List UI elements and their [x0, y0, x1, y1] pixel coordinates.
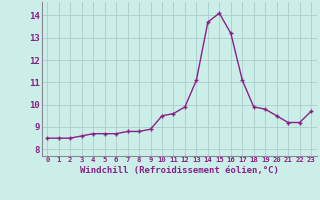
X-axis label: Windchill (Refroidissement éolien,°C): Windchill (Refroidissement éolien,°C)	[80, 166, 279, 175]
